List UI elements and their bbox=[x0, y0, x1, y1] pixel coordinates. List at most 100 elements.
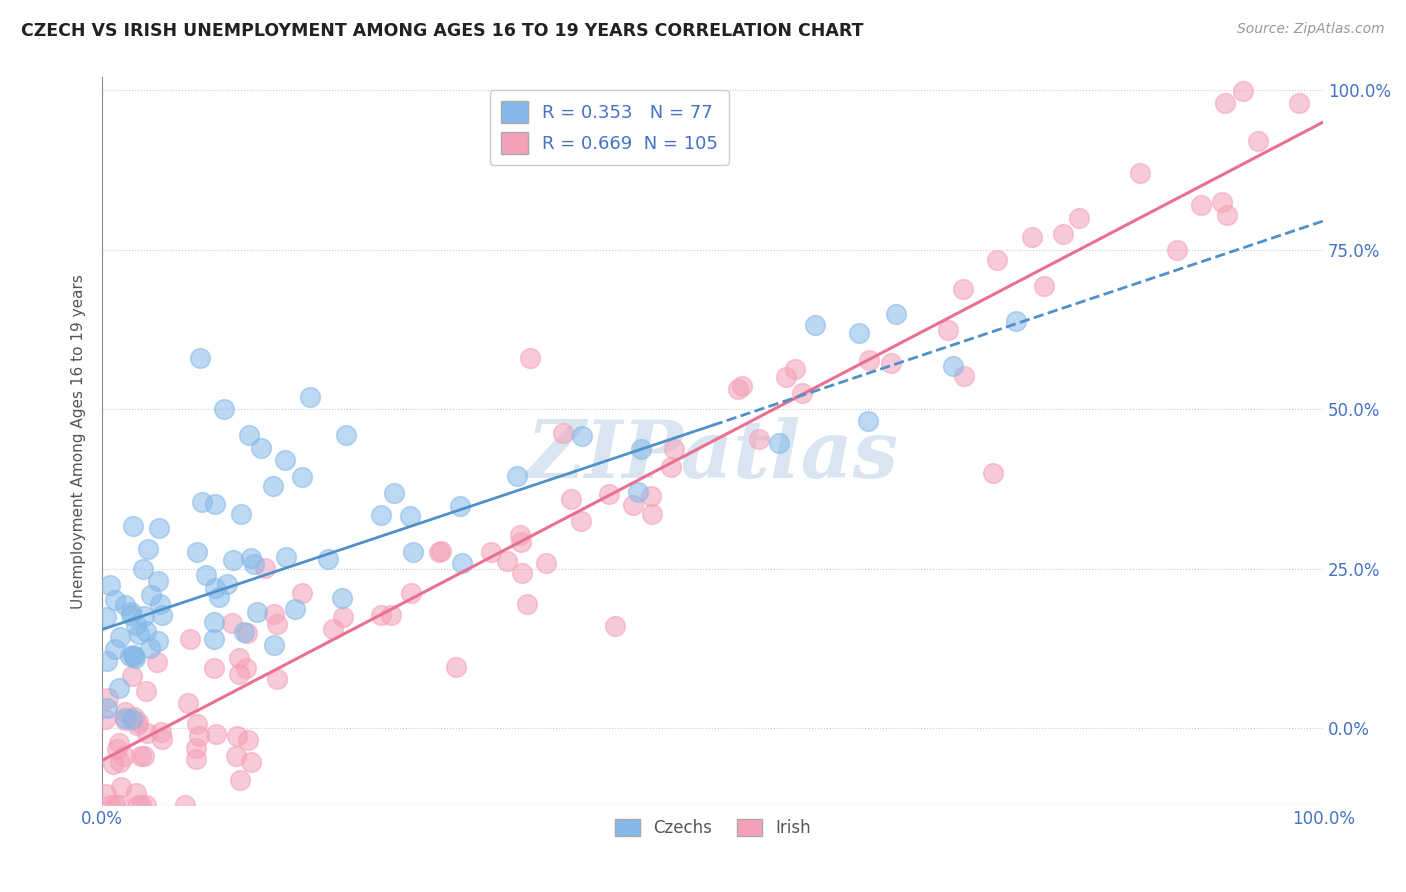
Point bbox=[936, 323, 959, 337]
Point bbox=[1232, 84, 1254, 98]
Point bbox=[1288, 95, 1310, 110]
Point bbox=[509, 535, 531, 549]
Point bbox=[105, 742, 128, 756]
Point bbox=[1211, 195, 1233, 210]
Point bbox=[186, 741, 208, 756]
Point bbox=[274, 453, 297, 467]
Point bbox=[1129, 166, 1152, 180]
Point bbox=[727, 382, 749, 396]
Point bbox=[551, 426, 574, 441]
Point bbox=[401, 586, 423, 600]
Point bbox=[505, 469, 527, 483]
Point bbox=[207, 590, 229, 604]
Point bbox=[748, 432, 770, 446]
Point bbox=[571, 429, 593, 443]
Point bbox=[104, 797, 127, 812]
Point bbox=[1215, 95, 1237, 110]
Point bbox=[108, 797, 131, 812]
Point bbox=[148, 520, 170, 534]
Point bbox=[97, 690, 120, 705]
Point bbox=[122, 648, 145, 663]
Point bbox=[122, 710, 145, 724]
Point bbox=[380, 607, 402, 622]
Point bbox=[188, 351, 211, 366]
Point bbox=[603, 619, 626, 633]
Point bbox=[146, 634, 169, 648]
Point bbox=[108, 630, 131, 644]
Point bbox=[179, 632, 201, 647]
Point bbox=[1067, 211, 1090, 225]
Point bbox=[104, 641, 127, 656]
Point bbox=[516, 597, 538, 611]
Point bbox=[204, 581, 226, 595]
Point bbox=[129, 797, 152, 812]
Point bbox=[335, 427, 357, 442]
Point bbox=[94, 787, 117, 801]
Point bbox=[250, 441, 273, 455]
Point bbox=[627, 484, 650, 499]
Point bbox=[124, 651, 146, 665]
Point bbox=[630, 442, 652, 457]
Point bbox=[322, 622, 344, 636]
Point bbox=[274, 549, 297, 564]
Point bbox=[217, 576, 239, 591]
Point bbox=[536, 556, 558, 570]
Point bbox=[659, 460, 682, 475]
Point bbox=[114, 598, 136, 612]
Point bbox=[240, 550, 263, 565]
Point bbox=[150, 607, 173, 622]
Point bbox=[266, 672, 288, 686]
Point bbox=[108, 755, 131, 769]
Point bbox=[222, 553, 245, 567]
Point bbox=[952, 369, 974, 384]
Point bbox=[238, 427, 260, 442]
Point bbox=[449, 500, 471, 514]
Point bbox=[1247, 135, 1270, 149]
Point bbox=[118, 648, 141, 663]
Point bbox=[174, 797, 197, 812]
Point bbox=[128, 626, 150, 640]
Point bbox=[298, 390, 321, 404]
Point bbox=[121, 518, 143, 533]
Point bbox=[107, 736, 129, 750]
Point bbox=[803, 318, 825, 333]
Point bbox=[139, 640, 162, 655]
Point bbox=[598, 487, 620, 501]
Point bbox=[510, 566, 533, 580]
Point bbox=[1032, 279, 1054, 293]
Point bbox=[228, 666, 250, 681]
Point bbox=[114, 705, 136, 719]
Point bbox=[124, 786, 146, 800]
Point bbox=[402, 545, 425, 559]
Point bbox=[856, 414, 879, 428]
Point bbox=[858, 353, 880, 368]
Point bbox=[880, 356, 903, 370]
Point bbox=[188, 729, 211, 743]
Point bbox=[266, 617, 288, 632]
Point bbox=[228, 650, 250, 665]
Point bbox=[284, 602, 307, 616]
Point bbox=[1166, 243, 1188, 257]
Point bbox=[640, 489, 662, 503]
Point bbox=[141, 588, 163, 602]
Point bbox=[451, 556, 474, 570]
Point bbox=[121, 712, 143, 726]
Point bbox=[236, 625, 259, 640]
Point bbox=[382, 485, 405, 500]
Point bbox=[399, 508, 422, 523]
Point bbox=[98, 577, 121, 591]
Point bbox=[236, 732, 259, 747]
Point bbox=[1005, 314, 1028, 328]
Point bbox=[246, 605, 269, 619]
Text: Source: ZipAtlas.com: Source: ZipAtlas.com bbox=[1237, 22, 1385, 37]
Text: CZECH VS IRISH UNEMPLOYMENT AMONG AGES 16 TO 19 YEARS CORRELATION CHART: CZECH VS IRISH UNEMPLOYMENT AMONG AGES 1… bbox=[21, 22, 863, 40]
Point bbox=[146, 574, 169, 588]
Point bbox=[242, 557, 264, 571]
Point bbox=[1021, 230, 1043, 244]
Point bbox=[204, 497, 226, 511]
Point bbox=[114, 711, 136, 725]
Point bbox=[110, 780, 132, 795]
Point bbox=[641, 507, 664, 521]
Point bbox=[662, 442, 685, 456]
Point bbox=[768, 436, 790, 450]
